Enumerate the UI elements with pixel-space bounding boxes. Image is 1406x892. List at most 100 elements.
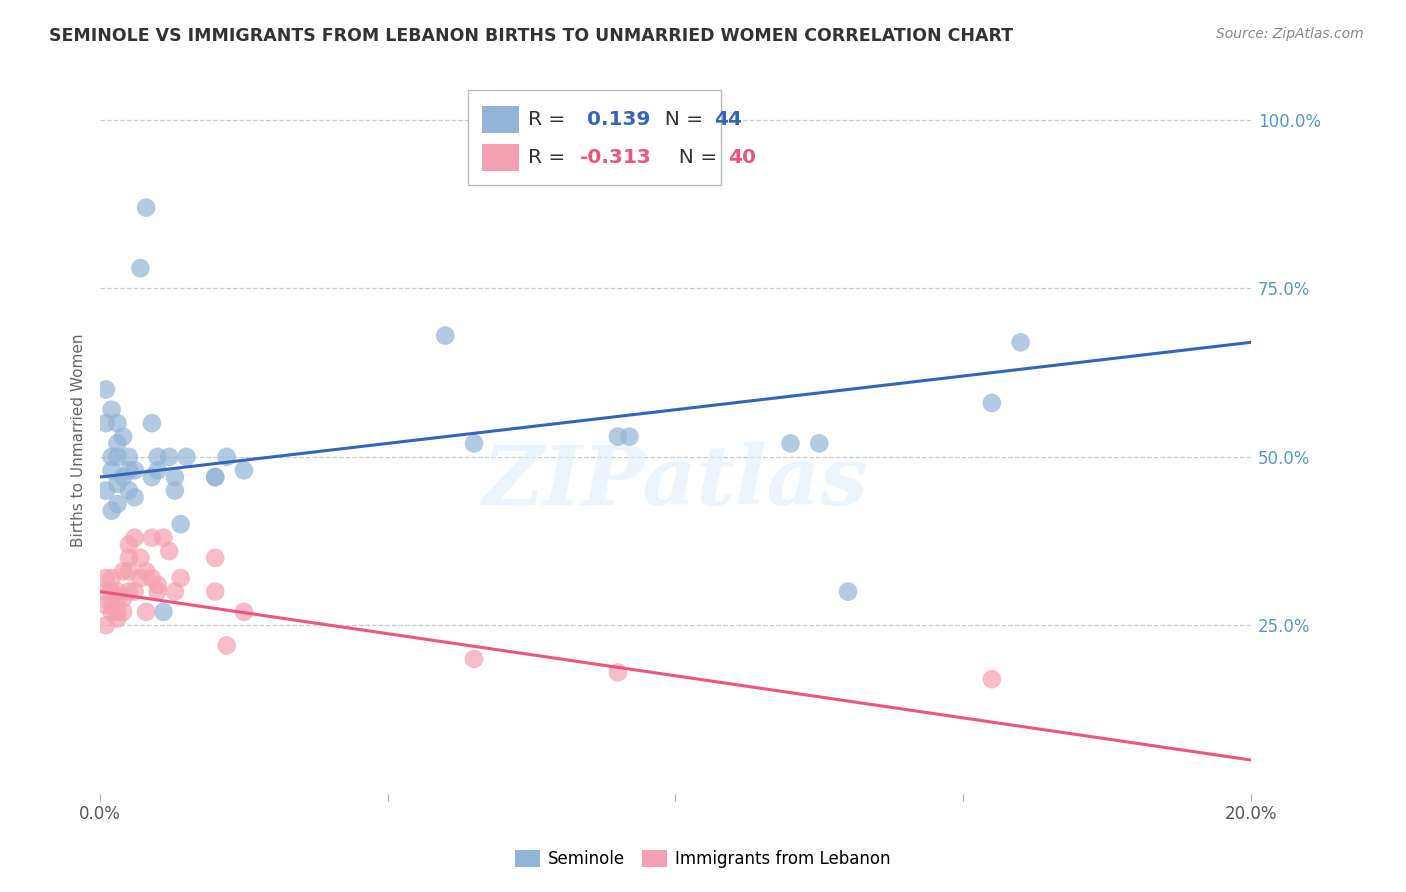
Point xyxy=(141,416,163,430)
Text: Source: ZipAtlas.com: Source: ZipAtlas.com xyxy=(1216,27,1364,41)
Point xyxy=(157,450,180,464)
Point xyxy=(215,450,238,464)
Point xyxy=(118,483,141,498)
Point xyxy=(463,436,485,450)
Point xyxy=(176,450,198,464)
Point xyxy=(112,565,135,579)
Point xyxy=(152,605,174,619)
Point xyxy=(94,483,117,498)
Point xyxy=(100,584,122,599)
Point xyxy=(141,571,163,585)
Bar xyxy=(468,90,721,186)
Point xyxy=(146,578,169,592)
Point xyxy=(124,463,146,477)
Point xyxy=(118,463,141,477)
Point xyxy=(163,584,186,599)
Point xyxy=(94,416,117,430)
Point xyxy=(100,463,122,477)
Point xyxy=(204,470,226,484)
Point xyxy=(112,605,135,619)
Point xyxy=(105,497,128,511)
Point xyxy=(94,584,117,599)
Point xyxy=(129,550,152,565)
Point xyxy=(606,430,628,444)
Point xyxy=(233,463,256,477)
Point xyxy=(135,201,157,215)
Point xyxy=(100,402,122,417)
Text: R =: R = xyxy=(529,110,572,129)
Point xyxy=(112,430,135,444)
Point xyxy=(124,531,146,545)
Text: 0.139: 0.139 xyxy=(579,110,651,129)
Point xyxy=(141,470,163,484)
Legend: Seminole, Immigrants from Lebanon: Seminole, Immigrants from Lebanon xyxy=(509,843,897,875)
Bar xyxy=(482,144,519,170)
Point xyxy=(124,490,146,504)
Text: N =: N = xyxy=(666,147,724,167)
Point xyxy=(105,476,128,491)
Point xyxy=(779,436,801,450)
Point xyxy=(100,598,122,612)
Point xyxy=(619,430,641,444)
Point xyxy=(135,565,157,579)
Point xyxy=(94,571,117,585)
Point xyxy=(146,584,169,599)
Text: 44: 44 xyxy=(714,110,742,129)
Text: 40: 40 xyxy=(728,147,756,167)
Point xyxy=(118,537,141,551)
Point xyxy=(233,605,256,619)
Text: N =: N = xyxy=(652,110,710,129)
Point xyxy=(463,652,485,666)
Point xyxy=(1010,335,1032,350)
Point xyxy=(146,450,169,464)
Point xyxy=(163,483,186,498)
Point xyxy=(105,611,128,625)
Point xyxy=(215,639,238,653)
Point xyxy=(152,531,174,545)
Y-axis label: Births to Unmarried Women: Births to Unmarried Women xyxy=(72,334,86,547)
Point xyxy=(118,565,141,579)
Point xyxy=(146,463,169,477)
Point xyxy=(204,470,226,484)
Point xyxy=(129,571,152,585)
Point xyxy=(100,450,122,464)
Point xyxy=(434,328,457,343)
Text: SEMINOLE VS IMMIGRANTS FROM LEBANON BIRTHS TO UNMARRIED WOMEN CORRELATION CHART: SEMINOLE VS IMMIGRANTS FROM LEBANON BIRT… xyxy=(49,27,1014,45)
Point xyxy=(170,571,193,585)
Point xyxy=(118,450,141,464)
Point xyxy=(170,517,193,532)
Point xyxy=(808,436,831,450)
Text: ZIPatlas: ZIPatlas xyxy=(482,442,868,523)
Point xyxy=(105,450,128,464)
Text: R =: R = xyxy=(529,147,572,167)
Point xyxy=(129,261,152,276)
Point xyxy=(606,665,628,680)
Point xyxy=(124,584,146,599)
Point xyxy=(94,618,117,632)
Text: -0.313: -0.313 xyxy=(579,147,652,167)
Point xyxy=(118,584,141,599)
Point xyxy=(118,550,141,565)
Point xyxy=(94,383,117,397)
Point xyxy=(100,571,122,585)
Point xyxy=(105,584,128,599)
Point xyxy=(141,531,163,545)
Point xyxy=(135,605,157,619)
Point xyxy=(980,396,1002,410)
Point xyxy=(980,672,1002,686)
Point xyxy=(100,504,122,518)
Point xyxy=(163,470,186,484)
Point xyxy=(105,416,128,430)
Point xyxy=(204,550,226,565)
Point xyxy=(100,605,122,619)
Bar xyxy=(482,106,519,133)
Point xyxy=(105,436,128,450)
Point xyxy=(157,544,180,558)
Point xyxy=(105,591,128,606)
Point xyxy=(94,598,117,612)
Point xyxy=(204,584,226,599)
Point xyxy=(105,605,128,619)
Point xyxy=(837,584,859,599)
Point xyxy=(112,591,135,606)
Point xyxy=(112,470,135,484)
